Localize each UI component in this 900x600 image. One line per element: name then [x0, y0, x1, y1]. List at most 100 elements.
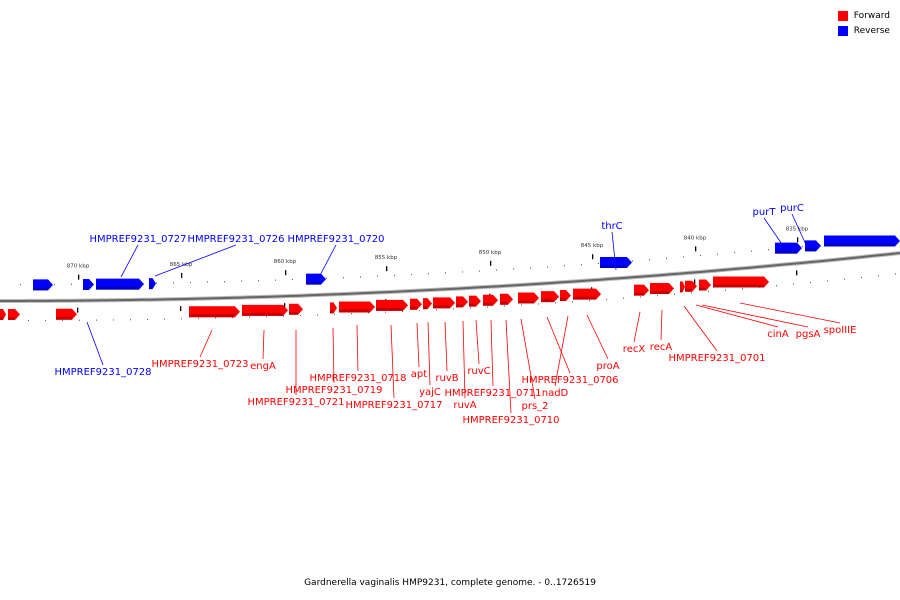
gene-shadow: [699, 287, 706, 291]
gene-label: nadD: [542, 388, 569, 399]
minor-tick-lower: [198, 317, 199, 320]
forward-gene-arrow[interactable]: [0, 308, 6, 320]
minor-tick-upper: [326, 277, 327, 279]
label-leader-line: [475, 319, 480, 365]
gene-shadow: [634, 292, 644, 296]
scale-tick-lower: [77, 307, 79, 313]
forward-gene-arrow[interactable]: [483, 294, 498, 306]
forward-gene-arrow[interactable]: [680, 281, 685, 293]
label-leader-line: [416, 322, 420, 368]
forward-gene-arrow[interactable]: [500, 293, 513, 305]
minor-tick-lower: [147, 318, 148, 321]
minor-tick-lower: [470, 307, 471, 309]
forward-gene-arrow[interactable]: [189, 306, 240, 318]
reverse-gene-arrow[interactable]: [775, 242, 802, 254]
minor-tick-lower: [878, 275, 879, 277]
minor-tick-lower: [606, 298, 607, 301]
minor-tick-lower: [385, 311, 386, 313]
minor-tick-lower: [810, 281, 811, 284]
gene-label: recX: [623, 344, 646, 355]
forward-gene-arrow[interactable]: [8, 308, 20, 320]
legend-reverse-label: Reverse: [853, 25, 890, 36]
minor-tick-lower: [62, 319, 63, 322]
gene-shadow: [573, 296, 596, 300]
gene-shadow: [83, 287, 89, 291]
minor-tick-lower: [521, 304, 522, 306]
gene-label: HMPREF9231_0721: [247, 397, 344, 408]
gene-shadow: [483, 302, 493, 306]
reverse-gene-arrow[interactable]: [306, 273, 326, 285]
gene-shadow: [56, 316, 72, 320]
forward-gene-arrow[interactable]: [376, 299, 408, 311]
forward-gene-arrow[interactable]: [699, 279, 711, 291]
minor-tick-lower: [232, 317, 233, 319]
gene-label: HMPREF9231_0728: [54, 367, 151, 378]
gene-shadow: [423, 306, 428, 310]
forward-gene-arrow[interactable]: [339, 301, 375, 313]
forward-gene-arrow[interactable]: [685, 280, 697, 292]
label-leader-line: [317, 244, 337, 280]
forward-gene-arrow[interactable]: [518, 292, 539, 304]
reverse-gene-arrow[interactable]: [96, 278, 144, 290]
label-leader-line: [262, 329, 265, 360]
forward-gene-arrow[interactable]: [433, 297, 455, 309]
minor-tick-upper: [564, 265, 565, 267]
minor-tick-upper: [258, 280, 259, 282]
minor-tick-upper: [54, 283, 55, 286]
minor-tick-lower: [895, 273, 896, 275]
reverse-gene-arrow[interactable]: [805, 240, 821, 252]
minor-tick-upper: [666, 257, 667, 259]
forward-gene-arrow[interactable]: [456, 296, 468, 308]
minor-tick-upper: [428, 273, 429, 275]
minor-tick-upper: [683, 256, 684, 258]
reverse-gene-arrow[interactable]: [600, 257, 632, 269]
gene-label: HMPREF9231_0723: [151, 359, 248, 370]
gene-shadow: [306, 281, 321, 285]
label-leader-line: [695, 304, 779, 328]
forward-gene-arrow[interactable]: [713, 276, 769, 288]
minor-tick-upper: [802, 245, 803, 248]
label-leader-line: [546, 316, 571, 374]
forward-gene-arrow[interactable]: [560, 290, 571, 302]
minor-tick-lower: [283, 315, 284, 317]
scale-tick-label: 855 kbp: [375, 255, 398, 261]
gene-shadow: [33, 287, 48, 291]
reverse-gene-arrow[interactable]: [33, 279, 53, 291]
minor-tick-lower: [725, 289, 726, 291]
reverse-gene-arrow[interactable]: [149, 278, 156, 290]
forward-gene-arrow[interactable]: [242, 304, 288, 316]
gene-label: ruvC: [467, 366, 490, 377]
label-leader-line: [490, 319, 494, 387]
forward-gene-arrow[interactable]: [541, 291, 559, 303]
label-leader-line: [586, 314, 609, 360]
gene-shadow: [650, 291, 669, 295]
gene-shadow: [713, 284, 764, 288]
minor-tick-lower: [487, 306, 488, 308]
minor-tick-upper: [751, 250, 752, 252]
gene-label: HMPREF9231_0710: [462, 415, 559, 426]
reverse-gene-arrow[interactable]: [824, 235, 900, 247]
scale-tick: [797, 237, 799, 243]
gene-label: prs_2: [521, 401, 548, 412]
forward-gene-arrow[interactable]: [410, 298, 422, 310]
forward-gene-arrow[interactable]: [469, 295, 481, 307]
gene-label: spoIIIE: [824, 325, 857, 336]
scale-tick: [386, 266, 388, 272]
forward-gene-arrow[interactable]: [289, 303, 303, 315]
gene-shadow: [560, 298, 566, 302]
forward-gene-arrow[interactable]: [56, 308, 77, 320]
forward-gene-arrow[interactable]: [634, 284, 649, 296]
gene-shadow: [680, 289, 683, 293]
forward-gene-arrow[interactable]: [573, 288, 601, 300]
forward-gene-arrow[interactable]: [650, 283, 674, 295]
forward-gene-arrow[interactable]: [423, 298, 432, 310]
label-leader-line: [86, 321, 104, 366]
reverse-gene-arrow[interactable]: [83, 279, 94, 291]
minor-tick-upper: [224, 281, 225, 283]
minor-tick-upper: [734, 252, 735, 254]
minor-tick-lower: [555, 302, 556, 304]
minor-tick-upper: [513, 268, 514, 270]
forward-gene-arrow[interactable]: [330, 302, 337, 314]
minor-tick-upper: [292, 278, 293, 281]
minor-tick-lower: [28, 319, 29, 322]
